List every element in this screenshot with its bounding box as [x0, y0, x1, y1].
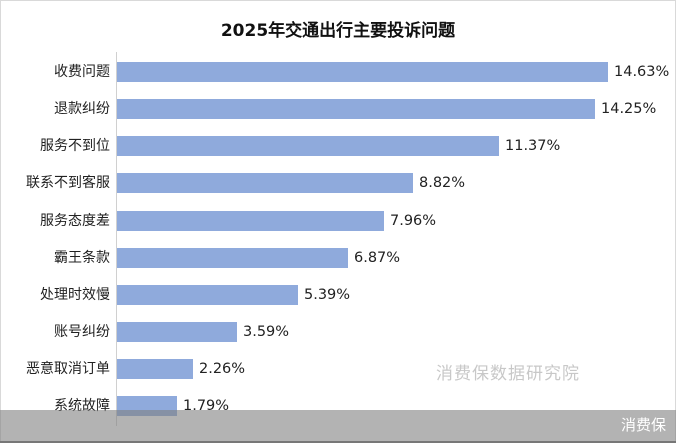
value-label: 11.37% — [505, 138, 561, 154]
category-label: 服务不到位 — [40, 138, 110, 154]
bar — [117, 173, 413, 193]
category-label: 收费问题 — [54, 64, 110, 80]
value-label: 5.39% — [304, 287, 351, 303]
bar — [117, 285, 298, 305]
value-label: 7.96% — [390, 213, 437, 229]
bottom-border — [0, 441, 676, 443]
bar — [117, 322, 237, 342]
watermark-text: 消费保数据研究院 — [436, 364, 580, 384]
bar — [117, 248, 348, 268]
value-label: 14.63% — [614, 64, 670, 80]
value-label: 2.26% — [199, 361, 246, 377]
category-label: 服务态度差 — [40, 213, 110, 229]
bar — [117, 62, 608, 82]
footer-brand-label: 消费保 — [620, 416, 666, 434]
bar — [117, 359, 193, 379]
footer-overlay-band — [0, 410, 676, 441]
category-label: 恶意取消订单 — [26, 361, 110, 377]
bar — [117, 211, 384, 231]
category-label: 账号纠纷 — [54, 324, 110, 340]
category-label: 退款纠纷 — [54, 101, 110, 117]
category-label: 处理时效慢 — [40, 287, 110, 303]
value-label: 3.59% — [243, 324, 290, 340]
value-label: 14.25% — [601, 101, 657, 117]
y-axis-line — [116, 52, 117, 426]
category-label: 霸王条款 — [54, 250, 110, 266]
bar — [117, 99, 595, 119]
bar — [117, 136, 499, 156]
category-label: 联系不到客服 — [26, 175, 110, 191]
value-label: 8.82% — [419, 175, 466, 191]
value-label: 6.87% — [354, 250, 401, 266]
chart-title: 2025年交通出行主要投诉问题 — [220, 21, 456, 41]
